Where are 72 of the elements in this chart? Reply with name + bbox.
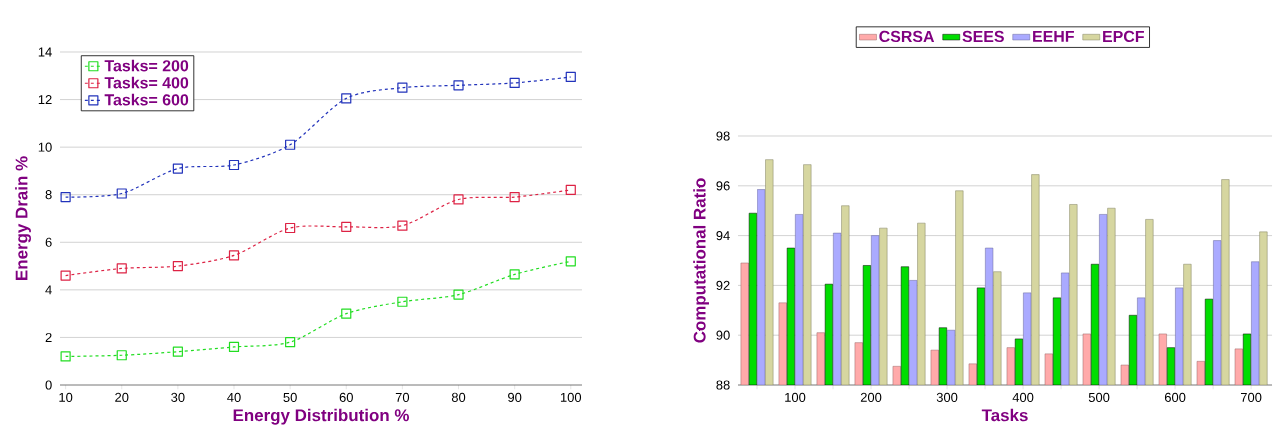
y-tick-label: 14 (38, 47, 52, 57)
y-axis-title: Energy Drain % (15, 156, 31, 280)
x-axis-title: Energy Distribution % (233, 408, 409, 425)
legend-label: Tasks= 600 (104, 93, 189, 106)
point (116, 350, 127, 361)
x-tick-label: 200 (860, 392, 882, 402)
point (172, 346, 183, 357)
point (341, 93, 352, 104)
point (60, 351, 71, 362)
x-tick-label: 100 (785, 392, 806, 402)
y-tick-label: 8 (45, 190, 52, 200)
point (341, 221, 352, 232)
point (172, 260, 183, 272)
point (228, 341, 240, 353)
point (509, 77, 520, 89)
x-tick-label: 90 (508, 392, 522, 402)
point (453, 194, 464, 205)
legend-label: SEES (962, 30, 1004, 43)
point (453, 289, 464, 300)
point (228, 159, 240, 171)
legend-label: CSRSA (879, 30, 935, 43)
legend-label: EPCF (1103, 30, 1144, 43)
y-tick-label: 94 (716, 231, 730, 241)
point (453, 80, 464, 91)
point (60, 270, 71, 281)
x-tick-label: 300 (936, 392, 958, 402)
legend-label: Tasks= 400 (104, 76, 189, 89)
point (116, 188, 127, 199)
point (341, 308, 352, 319)
x-tick-label: 10 (59, 392, 73, 402)
y-tick-label: 92 (716, 280, 730, 290)
y-tick-label: 2 (45, 332, 52, 342)
point (172, 163, 183, 174)
point (60, 191, 71, 203)
point (565, 184, 576, 196)
legend-label: Tasks= 200 (104, 59, 189, 72)
legend-label: EEHF (1033, 30, 1074, 42)
x-tick-label: 70 (395, 392, 410, 402)
x-tick-label: 600 (1164, 392, 1186, 402)
x-tick-label: 60 (339, 392, 353, 402)
y-tick-label: 6 (45, 237, 52, 247)
y-tick-label: 88 (716, 380, 730, 390)
point (509, 269, 520, 280)
x-tick-label: 700 (1240, 392, 1262, 402)
point (397, 82, 408, 93)
point (397, 220, 408, 231)
point (285, 337, 296, 348)
point (285, 222, 296, 234)
x-tick-label: 40 (227, 392, 241, 402)
point (565, 256, 576, 267)
point (116, 263, 127, 274)
x-tick-label: 20 (115, 392, 129, 402)
y-tick-label: 98 (716, 131, 730, 141)
point (397, 296, 408, 307)
point (565, 71, 576, 83)
y-tick-label: 0 (45, 380, 52, 390)
y-tick-label: 10 (38, 142, 52, 152)
x-tick-label: 400 (1012, 392, 1034, 402)
y-tick-label: 90 (716, 330, 730, 340)
x-tick-label: 30 (171, 392, 185, 402)
y-axis-title: Computational Ratio (693, 178, 709, 343)
x-tick-label: 80 (451, 392, 466, 402)
x-tick-label: 50 (283, 392, 297, 402)
point (509, 191, 520, 203)
y-tick-label: 4 (45, 285, 52, 295)
point (285, 139, 296, 150)
y-tick-label: 12 (38, 95, 52, 105)
x-axis-title: Tasks (981, 408, 1028, 422)
y-tick-label: 96 (716, 181, 730, 191)
point (228, 250, 240, 261)
x-tick-label: 100 (560, 392, 582, 402)
x-tick-label: 500 (1088, 392, 1110, 402)
